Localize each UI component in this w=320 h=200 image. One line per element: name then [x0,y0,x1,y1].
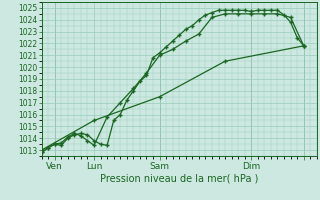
X-axis label: Pression niveau de la mer( hPa ): Pression niveau de la mer( hPa ) [100,173,258,183]
